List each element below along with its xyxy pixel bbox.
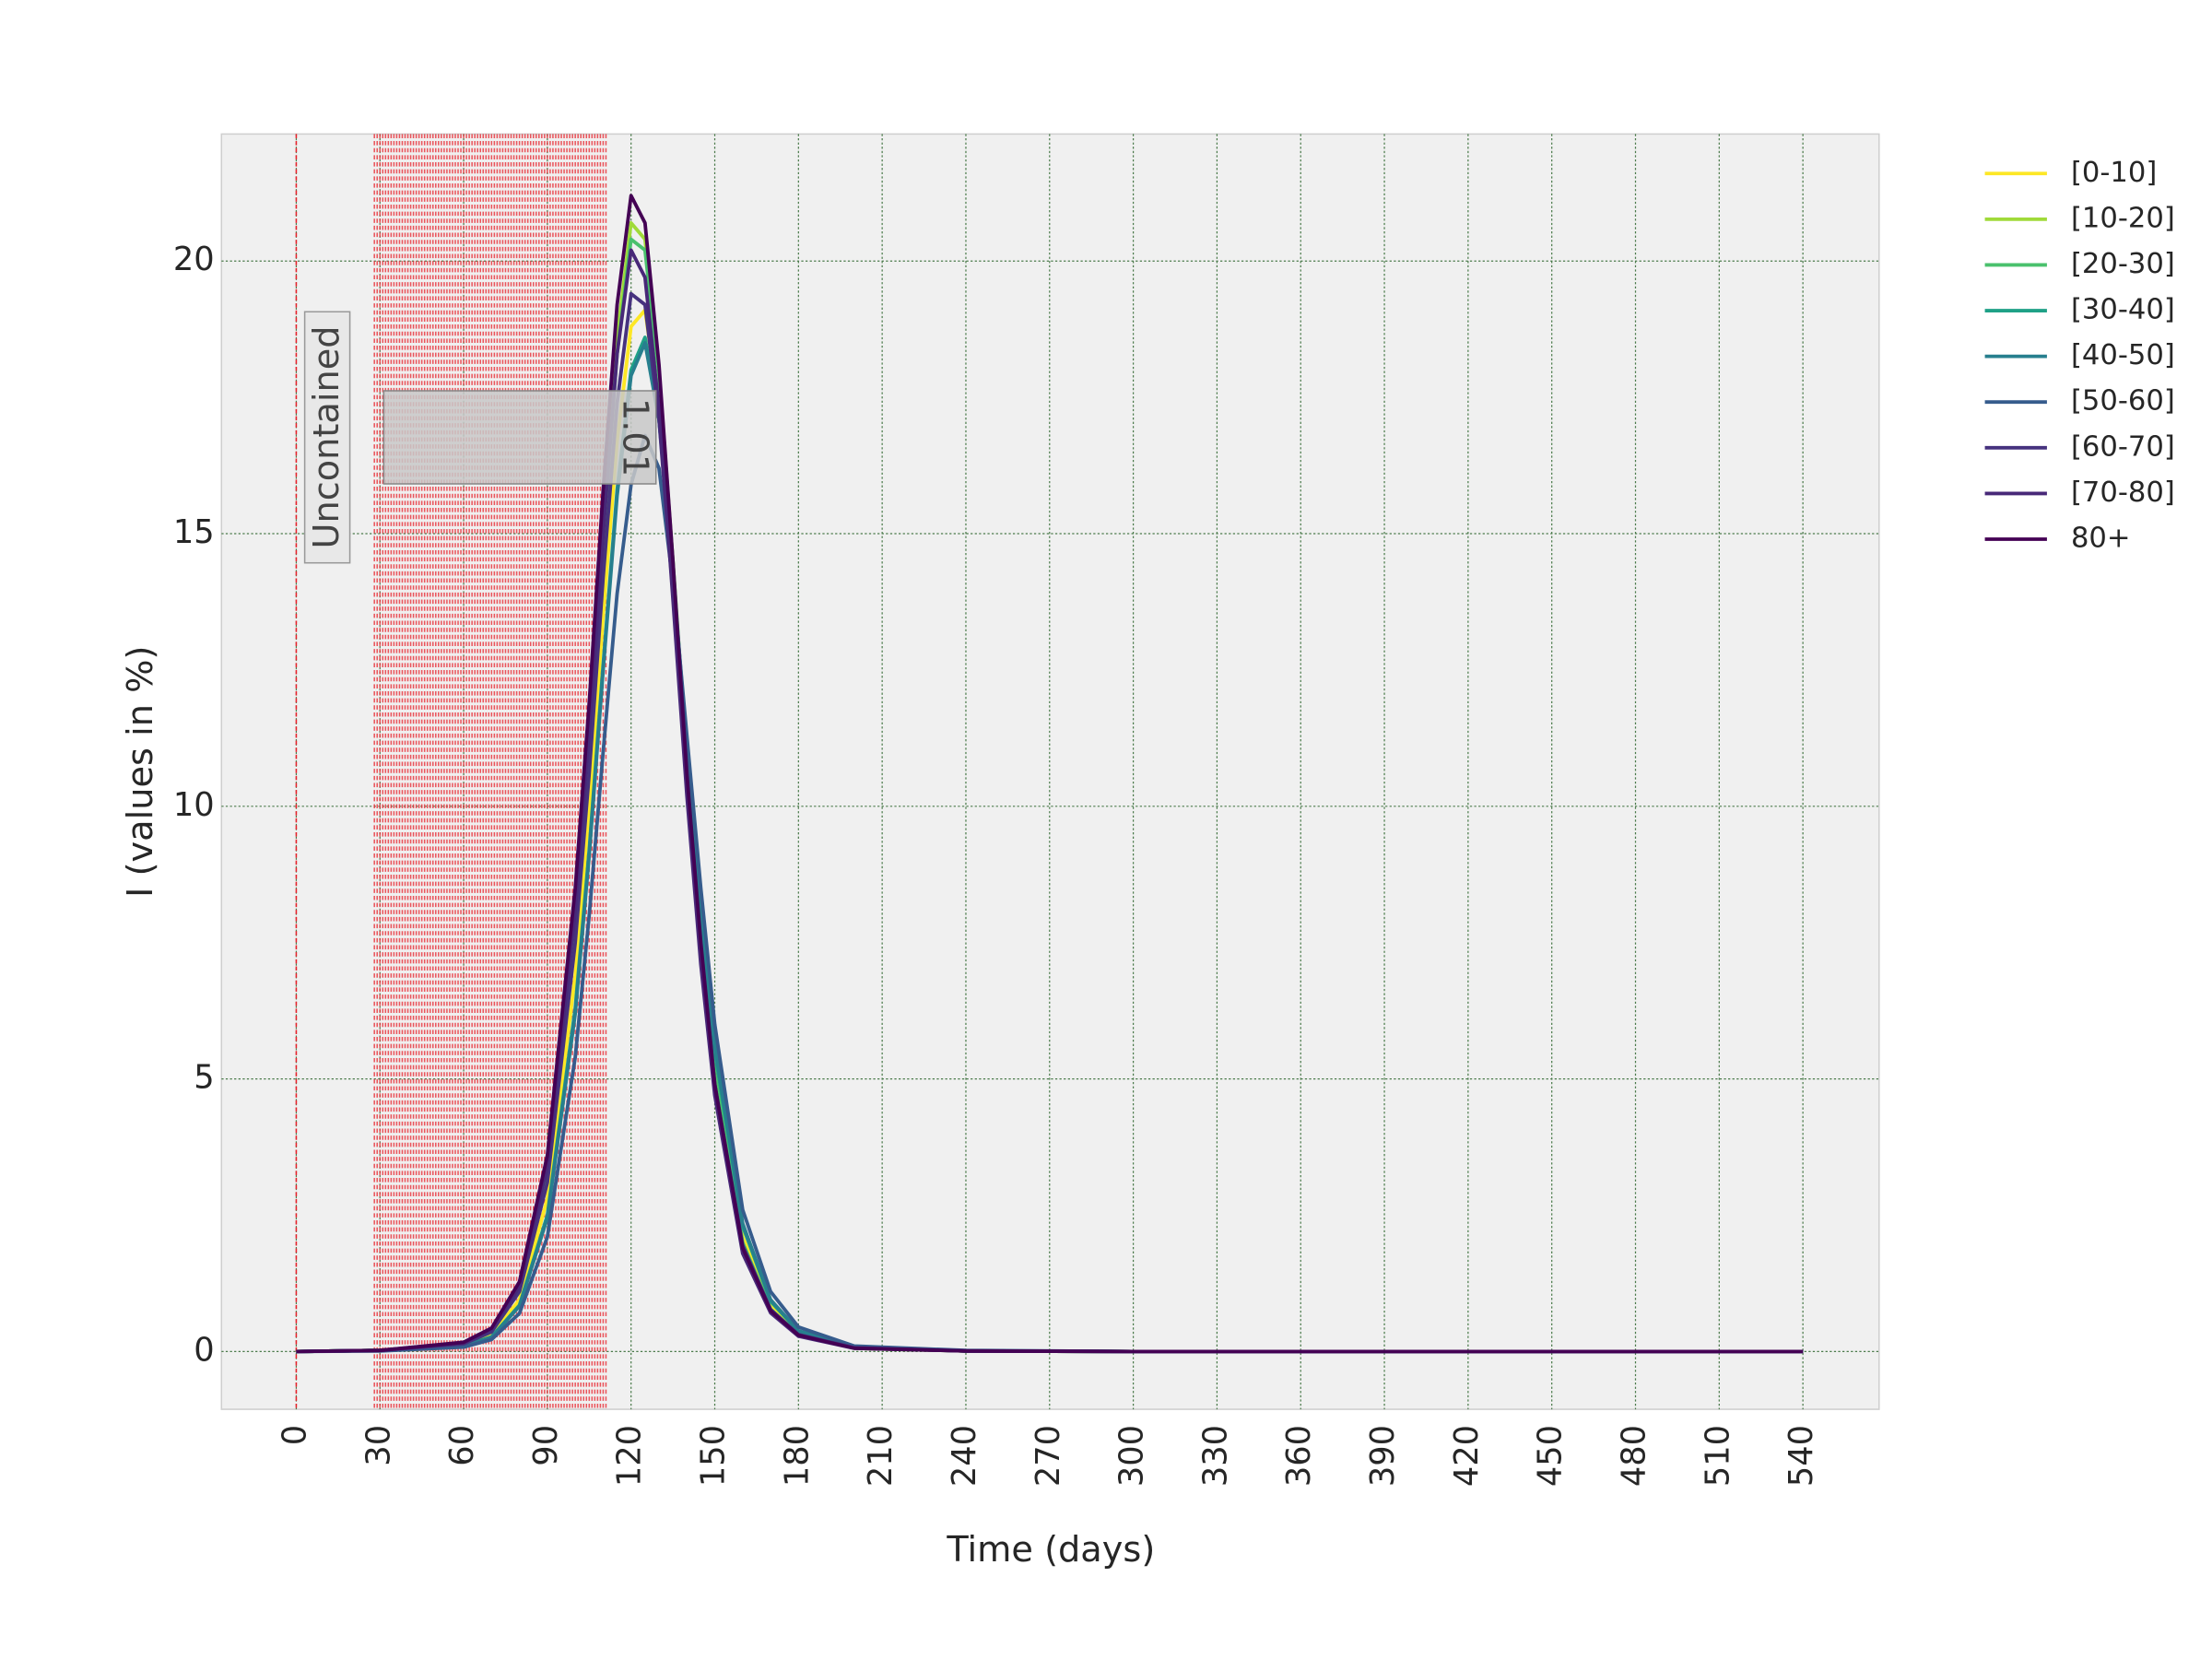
x-axis-label: Time (days): [946, 1529, 1155, 1571]
legend-label: [20-30]: [2071, 248, 2175, 280]
x-tick-label: 390: [1364, 1425, 1402, 1487]
legend-label: 80+: [2071, 523, 2131, 555]
x-tick-label: 120: [611, 1425, 649, 1487]
legend: [0-10] [10-20] [20-30] [30-40] [40-50] [50-60…: [1984, 157, 2175, 555]
annotation: Uncontained: [306, 325, 347, 548]
x-tick-label: 60: [443, 1425, 481, 1466]
x-tick-label: 240: [946, 1425, 983, 1487]
x-tick-label: 360: [1280, 1425, 1318, 1487]
annotations: Uncontained 1.01: [303, 311, 657, 564]
y-axis-label: I (values in %): [120, 646, 161, 898]
legend-label: [50-60]: [2071, 385, 2175, 418]
x-tick-label: 90: [527, 1425, 565, 1466]
legend-label: [0-10]: [2071, 157, 2157, 189]
series-lines: [296, 194, 1804, 1354]
legend-label: [70-80]: [2071, 477, 2175, 509]
series-line: [296, 341, 1804, 1354]
x-tick-label: 30: [359, 1425, 397, 1466]
series-line: [296, 194, 1804, 1354]
x-tick-label: 180: [778, 1425, 816, 1487]
x-tick-label: 540: [1783, 1425, 1820, 1487]
x-tick-label: 270: [1030, 1425, 1067, 1487]
plot-area: [220, 133, 1880, 1410]
x-tick-label: 450: [1532, 1425, 1570, 1487]
y-tick-label: 15: [173, 513, 215, 551]
x-tick-label: 0: [276, 1425, 313, 1445]
y-tick-label: 10: [173, 786, 215, 824]
event-lines: [295, 134, 607, 1410]
y-tick-label: 0: [194, 1331, 214, 1369]
x-tick-label: 150: [695, 1425, 733, 1487]
x-tick-label: 210: [862, 1425, 900, 1487]
legend-label: [10-20]: [2071, 202, 2175, 234]
y-tick-label: 5: [194, 1059, 214, 1097]
x-tick-label: 300: [1113, 1425, 1151, 1487]
ticks: 0 30 60 90 120 150 180 210 240 270 300 330 360 390 420…: [173, 241, 1820, 1487]
y-tick-label: 20: [173, 241, 215, 278]
x-tick-label: 480: [1615, 1425, 1653, 1487]
x-tick-label: 420: [1448, 1425, 1486, 1487]
x-tick-label: 510: [1699, 1425, 1736, 1487]
annotation-box: [382, 390, 657, 485]
x-tick-label: 330: [1196, 1425, 1234, 1487]
legend-label: [30-40]: [2071, 294, 2175, 326]
annotation-box: [303, 311, 351, 564]
annotation: 1.01: [615, 398, 656, 477]
legend-label: [60-70]: [2071, 430, 2175, 463]
legend-label: [40-50]: [2071, 339, 2175, 371]
